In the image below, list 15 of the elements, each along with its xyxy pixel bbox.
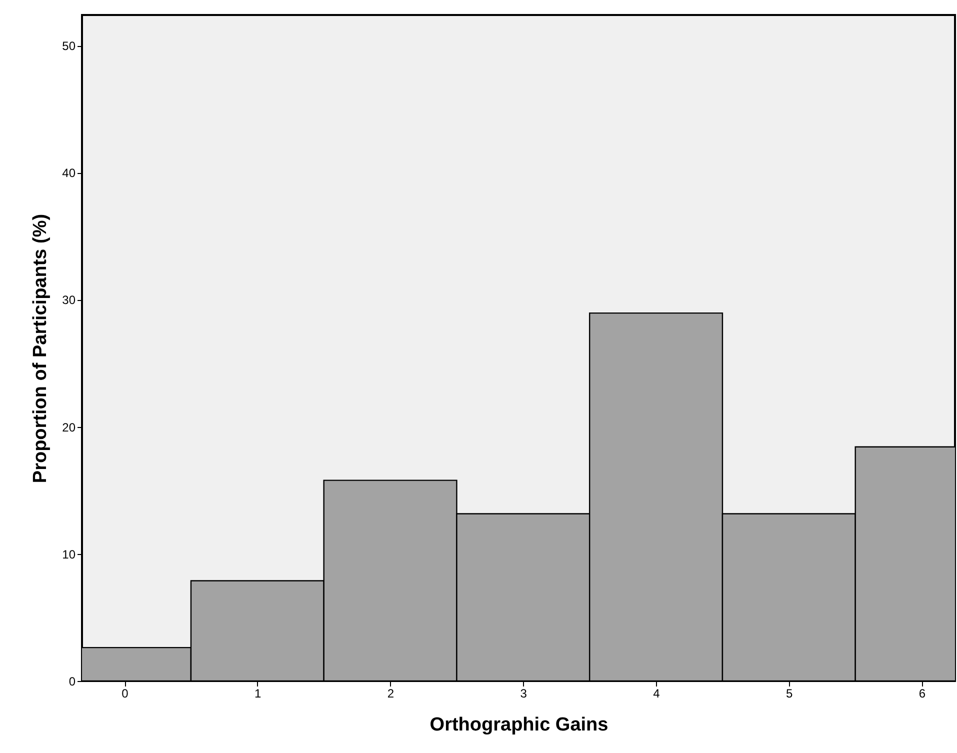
x-tick-label: 3	[520, 686, 528, 700]
y-tick-label: 50	[62, 39, 76, 54]
y-tick-label: 40	[62, 166, 76, 180]
x-tick-label: 2	[387, 686, 394, 700]
x-tick-label: 5	[786, 686, 794, 700]
y-tick-label: 20	[62, 420, 76, 434]
y-axis-title: Proportion of Participants (%)	[30, 214, 52, 484]
y-tick-label: 30	[62, 293, 76, 308]
x-tick-label: 0	[122, 686, 129, 700]
x-tick-label: 4	[653, 686, 660, 700]
y-tick-label: 0	[68, 674, 76, 688]
x-tick-label: 6	[918, 686, 926, 700]
y-tick-label: 10	[62, 547, 76, 562]
x-tick-label: 1	[254, 686, 262, 700]
x-axis-title: Orthographic Gains	[430, 714, 608, 736]
